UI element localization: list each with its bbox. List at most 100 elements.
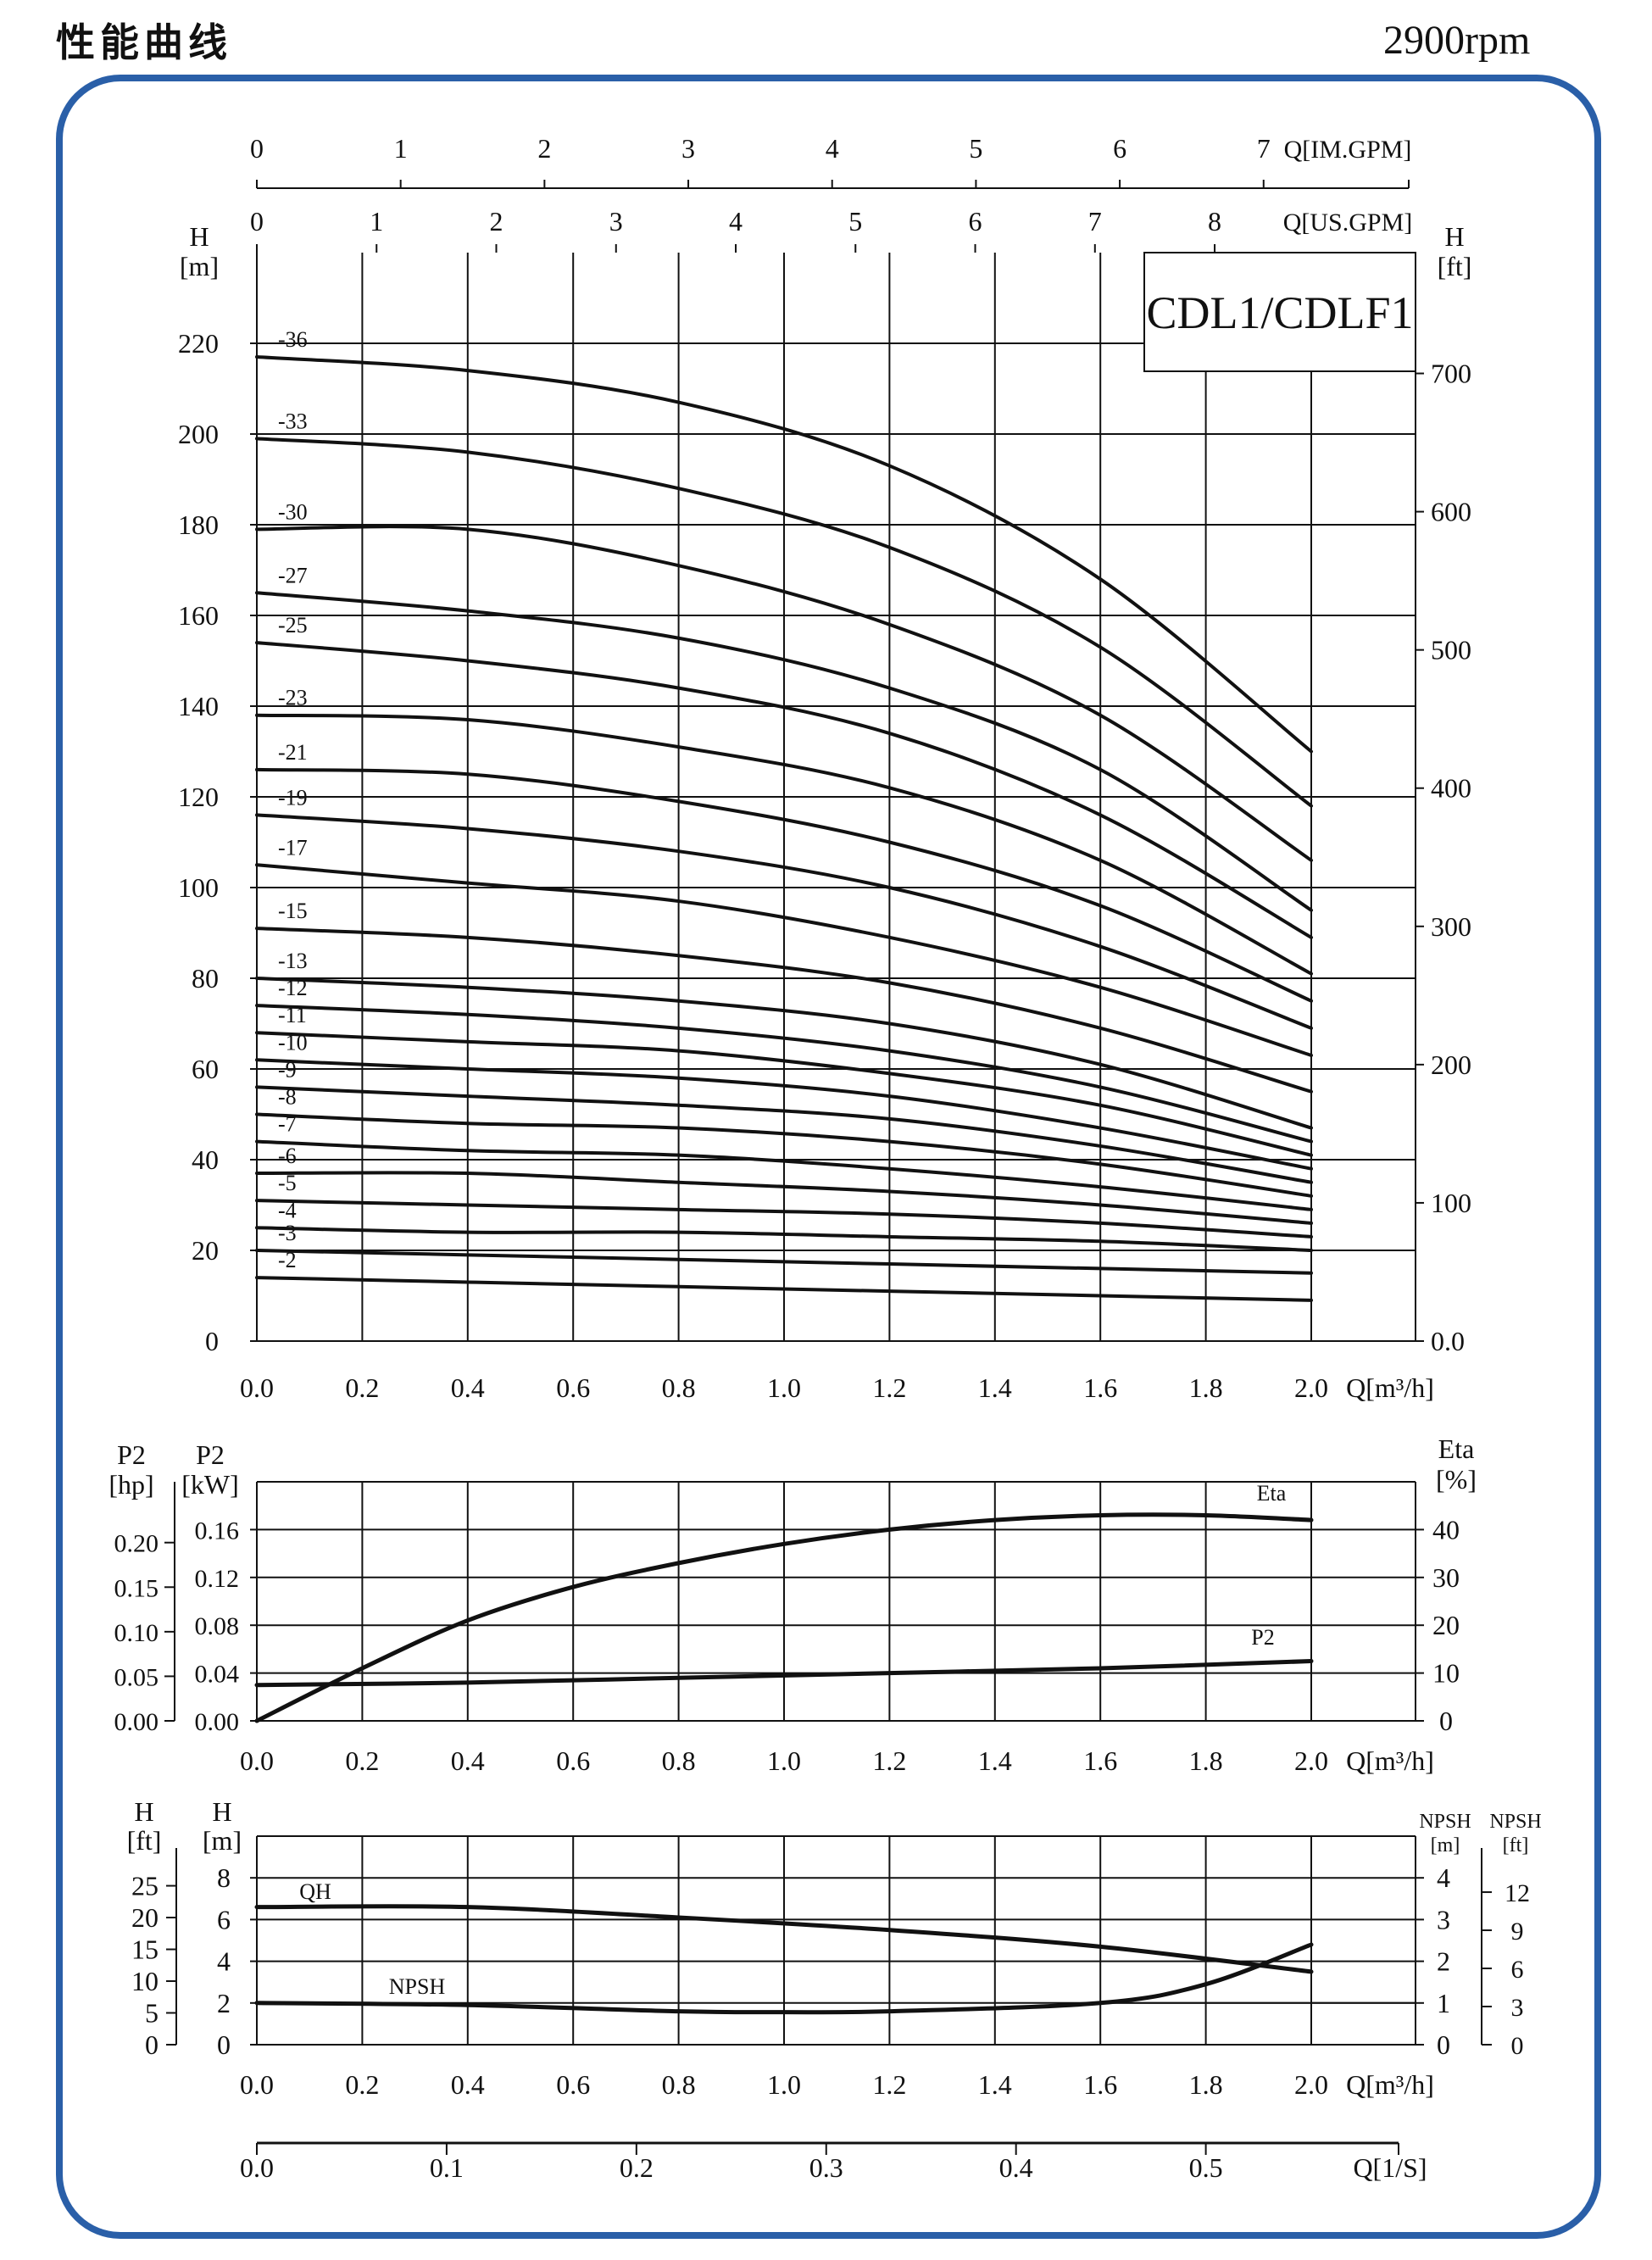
model-label: CDL1/CDLF1 — [1146, 287, 1413, 338]
ls-tick-label: 0.1 — [430, 2152, 464, 2183]
hp-tick-label: 0.10 — [114, 1619, 159, 1647]
kw-tick-label: 0.00 — [195, 1708, 240, 1736]
y-tick-label-m: 120 — [178, 782, 219, 812]
x-tick-label: 1.2 — [872, 2069, 906, 2100]
series-line-3 — [255, 1249, 1313, 1275]
x-tick-label: 1.2 — [872, 1372, 906, 1403]
series-line-15 — [255, 927, 1313, 1094]
y-tick-label-m: 40 — [192, 1144, 219, 1175]
speed-label: 2900rpm — [1383, 18, 1531, 63]
kw-tick-label: 0.16 — [195, 1517, 240, 1545]
m-tick-label: 4 — [217, 1946, 231, 1977]
series-label: -19 — [278, 785, 308, 810]
hp-tick-label: 0.20 — [114, 1530, 159, 1558]
npsh-m-tick-label: 2 — [1437, 1946, 1450, 1977]
x-tick-label: 0.0 — [240, 1745, 274, 1776]
chart-frame — [56, 75, 1601, 2239]
series-label: -4 — [278, 1198, 297, 1222]
y-tick-label-ft: 600 — [1431, 497, 1471, 527]
ft-tick-label: 15 — [131, 1934, 159, 1965]
y-axis-unit: [m] — [180, 251, 219, 281]
npsh-m-tick-label: 0 — [1437, 2029, 1450, 2060]
series-label: -12 — [278, 976, 308, 1000]
m-tick-label: 2 — [217, 1988, 231, 2018]
top-axis-us-label: 3 — [609, 206, 623, 237]
top-axis-us-label: 4 — [729, 206, 743, 237]
hp-axis-label: P2 — [117, 1439, 146, 1470]
series-label: -9 — [278, 1057, 297, 1082]
x-tick-label: 0.4 — [451, 1372, 485, 1403]
x-tick-label: 0.0 — [240, 1372, 274, 1403]
series-label: -2 — [278, 1248, 297, 1272]
y-tick-label-m: 200 — [178, 419, 219, 449]
kw-tick-label: 0.12 — [195, 1565, 240, 1593]
series-label: -30 — [278, 499, 308, 524]
ls-tick-label: 0.3 — [809, 2152, 843, 2183]
x-tick-label: 0.2 — [345, 1745, 379, 1776]
npsh-ft-tick-label: 0 — [1511, 2032, 1524, 2060]
npsh-m-axis-label: NPSH — [1419, 1811, 1471, 1833]
series-label: -5 — [278, 1171, 297, 1195]
y-tick-label-ft: 400 — [1431, 773, 1471, 804]
kw-tick-label: 0.08 — [195, 1612, 240, 1640]
x-tick-label: 0.6 — [556, 2069, 590, 2100]
series-line-19 — [255, 813, 1313, 1030]
ls-tick-label: 0.5 — [1189, 2152, 1223, 2183]
ls-tick-label: 0.0 — [240, 2152, 274, 2183]
m-axis-label: H — [212, 1796, 231, 1827]
series-label: -25 — [278, 613, 308, 637]
x-tick-label: 0.2 — [345, 2069, 379, 2100]
y-tick-label-ft: 500 — [1431, 635, 1471, 665]
p2-curve-label: P2 — [1251, 1625, 1274, 1650]
series-label: -17 — [278, 835, 308, 860]
top-axis-us-label: 0 — [250, 206, 264, 237]
x-tick-label: 1.6 — [1083, 1372, 1117, 1403]
ft-tick-label: 0 — [145, 2029, 159, 2060]
y-tick-label-m: 80 — [192, 963, 219, 994]
top-axis-us-label: 8 — [1208, 206, 1221, 237]
page-title: 性能曲线 — [56, 19, 232, 65]
top-axis-us-label: 1 — [370, 206, 383, 237]
series-line-4 — [255, 1226, 1313, 1252]
model-box — [1143, 252, 1416, 372]
y2-axis-unit: [ft] — [1438, 251, 1472, 281]
x-tick-label: 1.6 — [1083, 2069, 1117, 2100]
eta-curve-label: Eta — [1257, 1481, 1287, 1506]
npsh-ft-tick-label: 3 — [1511, 1994, 1524, 2022]
npsh-m-tick-label: 4 — [1437, 1862, 1450, 1893]
x-tick-label: 0.8 — [662, 1372, 696, 1403]
eta-tick-label: 0 — [1439, 1706, 1453, 1736]
m-tick-label: 6 — [217, 1904, 231, 1934]
series-line-36 — [255, 355, 1313, 754]
series-line-12 — [255, 1004, 1313, 1144]
series-line-10 — [255, 1058, 1313, 1171]
series-label: -8 — [278, 1085, 297, 1110]
ls-tick-label: 0.4 — [999, 2152, 1033, 2183]
ls-tick-label: 0.2 — [620, 2152, 654, 2183]
series-line-8 — [255, 1112, 1313, 1198]
y2-axis-label: H — [1444, 221, 1464, 252]
x-tick-label: 0.4 — [451, 1745, 485, 1776]
ft-tick-label: 20 — [131, 1902, 159, 1933]
top-axis-imp-title: Q[IM.GPM] — [1284, 136, 1412, 164]
x-tick-label: 1.4 — [978, 2069, 1012, 2100]
x-axis-label: Q[m³/h] — [1346, 2069, 1434, 2100]
npsh-curve — [254, 1942, 1314, 2015]
series-line-11 — [255, 1031, 1313, 1157]
series-label: -21 — [278, 740, 308, 765]
series-label: -11 — [278, 1003, 307, 1027]
m-axis-unit: [m] — [203, 1825, 242, 1856]
y-tick-label-m: 140 — [178, 691, 219, 721]
npsh-ft-tick-label: 6 — [1511, 1956, 1524, 1984]
npsh-ft-axis-unit: [ft] — [1503, 1834, 1529, 1856]
x-tick-label: 0.6 — [556, 1745, 590, 1776]
x-tick-label: 1.0 — [767, 1745, 801, 1776]
y-tick-label-m: 20 — [192, 1235, 219, 1266]
series-line-6 — [255, 1171, 1313, 1225]
series-label: -23 — [278, 686, 308, 710]
hp-axis-unit: [hp] — [108, 1469, 153, 1500]
series-line-23 — [255, 713, 1313, 976]
x-tick-label: 1.6 — [1083, 1745, 1117, 1776]
x-tick-label: 0.0 — [240, 2069, 274, 2100]
